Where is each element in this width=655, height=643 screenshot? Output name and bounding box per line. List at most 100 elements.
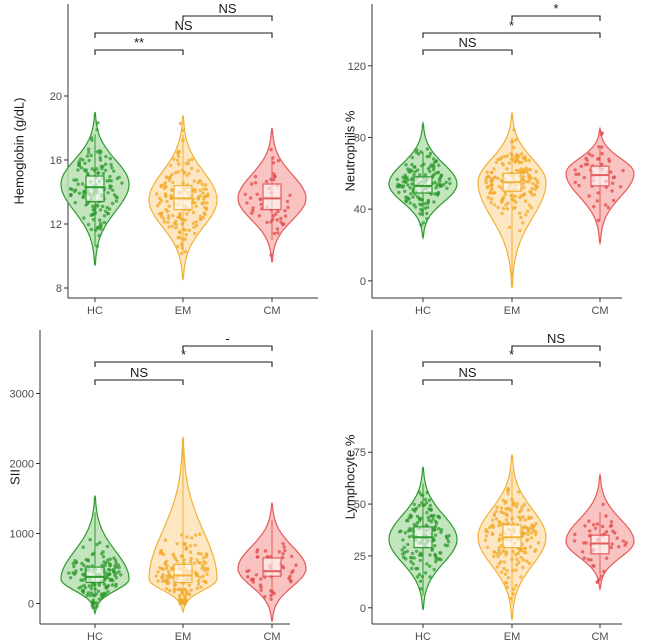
data-point xyxy=(413,507,417,512)
y-axis-title: Hemoglobin (g/dL) xyxy=(12,98,27,205)
data-point xyxy=(81,194,86,199)
data-point xyxy=(170,224,175,229)
data-point xyxy=(501,498,505,502)
data-point xyxy=(204,561,208,565)
x-tick-label: HC xyxy=(87,305,103,317)
data-point xyxy=(423,173,428,177)
data-point xyxy=(502,195,506,200)
data-point xyxy=(606,205,610,210)
data-point xyxy=(245,201,249,205)
data-point xyxy=(205,568,210,572)
data-point xyxy=(194,220,198,224)
data-point xyxy=(176,215,180,219)
data-point xyxy=(600,524,605,529)
data-point xyxy=(112,570,116,574)
data-point xyxy=(514,583,518,588)
data-point xyxy=(193,189,197,194)
data-point xyxy=(510,194,515,198)
x-tick-label: HC xyxy=(415,305,431,317)
data-point xyxy=(611,529,615,533)
data-point xyxy=(524,213,528,217)
data-point xyxy=(512,128,516,132)
data-point xyxy=(86,591,91,595)
data-point xyxy=(529,206,534,210)
data-point xyxy=(185,212,189,216)
data-point xyxy=(253,181,258,185)
data-point xyxy=(534,169,538,174)
data-point xyxy=(170,566,174,570)
data-point xyxy=(181,181,185,186)
data-point xyxy=(434,554,438,558)
data-point xyxy=(269,253,273,257)
data-point xyxy=(103,563,107,568)
data-point xyxy=(407,535,412,539)
data-point xyxy=(198,575,202,580)
data-point xyxy=(71,561,76,566)
violin-HC xyxy=(388,120,458,241)
y-tick-label: 50 xyxy=(354,499,366,511)
data-point xyxy=(101,555,106,559)
significance-label: - xyxy=(225,331,229,346)
data-point xyxy=(82,563,86,568)
data-point xyxy=(511,568,515,573)
data-point xyxy=(258,197,262,201)
data-point xyxy=(417,572,421,577)
data-point xyxy=(163,538,168,542)
data-point xyxy=(199,552,203,556)
x-tick-label: EM xyxy=(504,631,521,643)
data-point xyxy=(285,199,290,204)
data-point xyxy=(447,177,451,181)
data-point xyxy=(254,573,259,577)
data-point xyxy=(77,191,82,195)
data-point xyxy=(407,516,411,520)
data-point xyxy=(289,580,293,584)
data-point xyxy=(187,158,191,163)
violin-HC xyxy=(60,111,130,266)
data-point xyxy=(276,231,280,235)
data-point xyxy=(283,549,287,553)
data-point xyxy=(502,549,507,554)
data-point xyxy=(519,575,523,579)
data-point xyxy=(204,555,208,559)
data-point xyxy=(397,530,402,534)
data-point xyxy=(428,503,432,508)
data-point xyxy=(410,551,415,556)
data-point xyxy=(583,524,587,528)
data-point xyxy=(165,176,170,180)
data-point xyxy=(489,201,493,205)
data-point xyxy=(415,575,420,579)
data-point xyxy=(117,175,121,179)
data-point xyxy=(505,167,509,171)
y-tick-label: 12 xyxy=(50,219,62,231)
data-point xyxy=(521,175,526,179)
data-point xyxy=(494,160,499,164)
data-point xyxy=(522,550,526,554)
data-point xyxy=(431,173,435,178)
data-point xyxy=(82,168,87,172)
data-point xyxy=(196,579,201,583)
y-tick-label: 0 xyxy=(360,276,366,288)
data-point xyxy=(403,180,407,184)
data-point xyxy=(288,574,292,579)
data-point xyxy=(579,164,583,168)
data-point xyxy=(509,152,513,156)
data-point xyxy=(102,582,107,587)
data-point xyxy=(181,128,185,132)
data-point xyxy=(489,179,493,183)
data-point xyxy=(498,552,503,556)
data-point xyxy=(495,565,499,569)
data-point xyxy=(596,218,600,223)
data-point xyxy=(111,567,116,572)
data-point xyxy=(497,562,501,566)
significance-label: NS xyxy=(174,18,192,33)
data-point xyxy=(437,557,441,561)
data-point xyxy=(82,216,86,220)
data-point xyxy=(425,562,429,566)
data-point xyxy=(98,208,103,212)
data-point xyxy=(104,154,108,159)
data-point xyxy=(536,180,540,185)
data-point xyxy=(191,221,196,225)
data-point xyxy=(409,192,413,196)
data-point xyxy=(446,540,451,544)
